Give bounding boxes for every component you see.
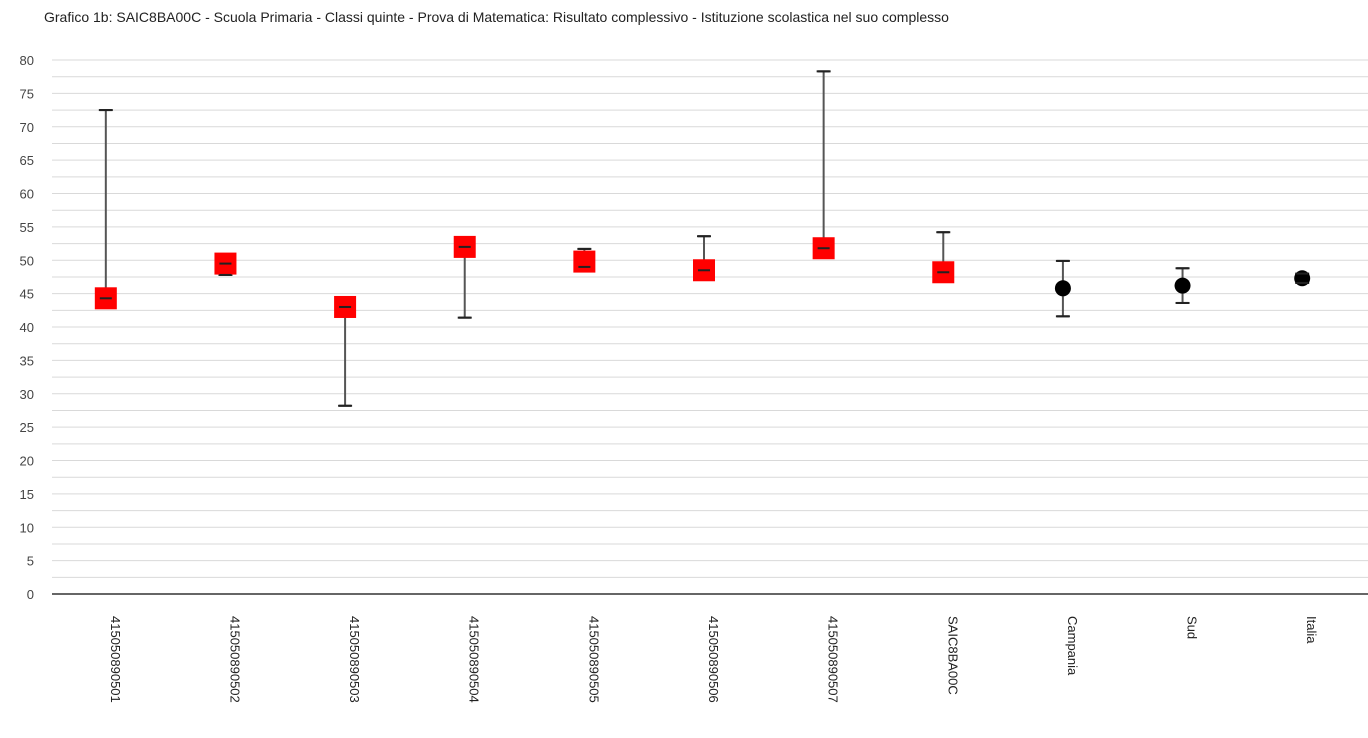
error-bars [98,70,1310,407]
y-tick-label: 60 [20,187,34,202]
error-bar [98,109,113,300]
y-tick-label: 5 [27,554,34,569]
y-tick-label: 25 [20,420,34,435]
x-category-label: Campania [1065,616,1080,676]
data-point-circle [1054,280,1071,297]
x-category-label: Italia [1304,616,1319,644]
y-axis-ticks: 0 5 10 15 20 25 30 35 40 45 50 55 60 65 70 75 80 [20,53,34,602]
y-tick-label: 10 [20,520,34,535]
x-category-label: 415050890502 [227,616,242,703]
y-tick-label: 40 [20,320,34,335]
y-tick-label: 0 [27,587,34,602]
x-category-label: Sud [1185,616,1200,639]
data-point-circle [1174,277,1191,294]
data-point-square [573,250,596,273]
x-category-label: 415050890505 [586,616,601,703]
y-tick-label: 80 [20,53,34,68]
x-axis-labels: 415050890501 415050890502 415050890503 4150… [108,616,1319,703]
x-category-label: 415050890501 [108,616,123,703]
x-category-label: 415050890504 [467,616,482,703]
y-tick-label: 45 [20,287,34,302]
data-markers [94,70,1311,407]
y-tick-label: 30 [20,387,34,402]
gridlines [52,59,1368,595]
x-category-label: 415050890503 [347,616,362,703]
x-category-label: SAIC8BA00C [945,616,960,695]
y-tick-label: 35 [20,353,34,368]
y-tick-label: 20 [20,454,34,469]
y-tick-label: 55 [20,220,34,235]
x-category-label: 415050890507 [826,616,841,703]
x-category-label: 415050890506 [706,616,721,703]
chart-title: Grafico 1b: SAIC8BA00C - Scuola Primaria… [44,9,949,25]
y-tick-label: 50 [20,253,34,268]
error-bar [338,305,353,407]
y-tick-label: 65 [20,153,34,168]
y-tick-label: 75 [20,86,34,101]
y-tick-label: 70 [20,120,34,135]
y-tick-label: 15 [20,487,34,502]
